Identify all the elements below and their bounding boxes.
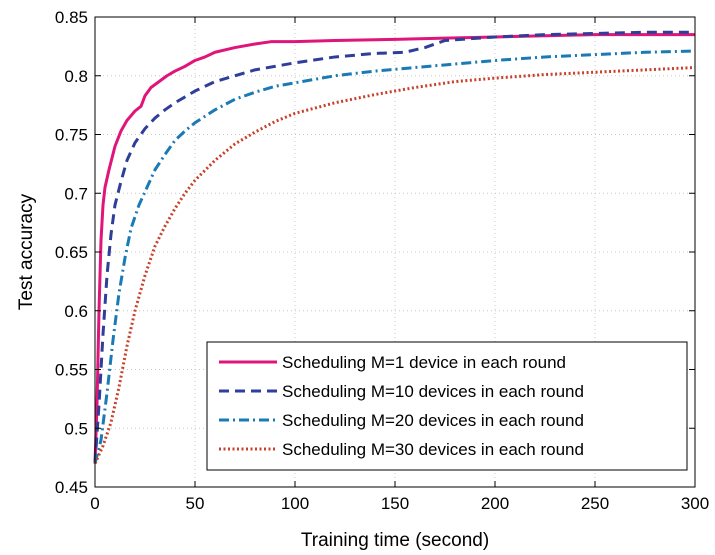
x-tick-label: 0 [90,494,99,513]
legend-label: Scheduling M=10 devices in each round [282,382,584,401]
legend: Scheduling M=1 device in each round Sched… [206,341,688,471]
series-layer [93,30,696,465]
y-tick-label: 0.55 [55,361,88,380]
x-tick-label: 250 [581,494,609,513]
x-tick-label: 300 [681,494,709,513]
y-tick-label: 0.65 [55,243,88,262]
y-tick-label: 0.45 [55,478,88,497]
y-tick-label: 0.85 [55,8,88,27]
legend-label: Scheduling M=1 device in each round [282,353,566,372]
x-tick-label: 200 [481,494,509,513]
y-tick-label: 0.75 [55,126,88,145]
legend-box [206,341,688,471]
y-tick-label: 0.6 [64,302,88,321]
x-tick-label: 100 [281,494,309,513]
x-axis-title: Training time (second) [301,530,489,551]
ticks: 0 50 100 150 200 250 300 0.45 0.5 0.55 0.6 0.65 0.7 0… [55,8,709,513]
x-tick-label: 50 [186,494,205,513]
series-line-1 [93,33,695,464]
legend-label: Scheduling M=30 devices in each round [282,440,584,459]
y-axis-title: Test accuracy [16,193,37,310]
y-tick-label: 0.7 [64,184,88,203]
y-tick-label: 0.5 [64,419,88,438]
series-line-2 [93,30,695,464]
x-tick-label: 150 [381,494,409,513]
series-line-3 [93,49,696,464]
legend-label: Scheduling M=20 devices in each round [282,411,584,430]
series-line-4 [93,66,696,465]
y-tick-label: 0.8 [64,67,88,86]
